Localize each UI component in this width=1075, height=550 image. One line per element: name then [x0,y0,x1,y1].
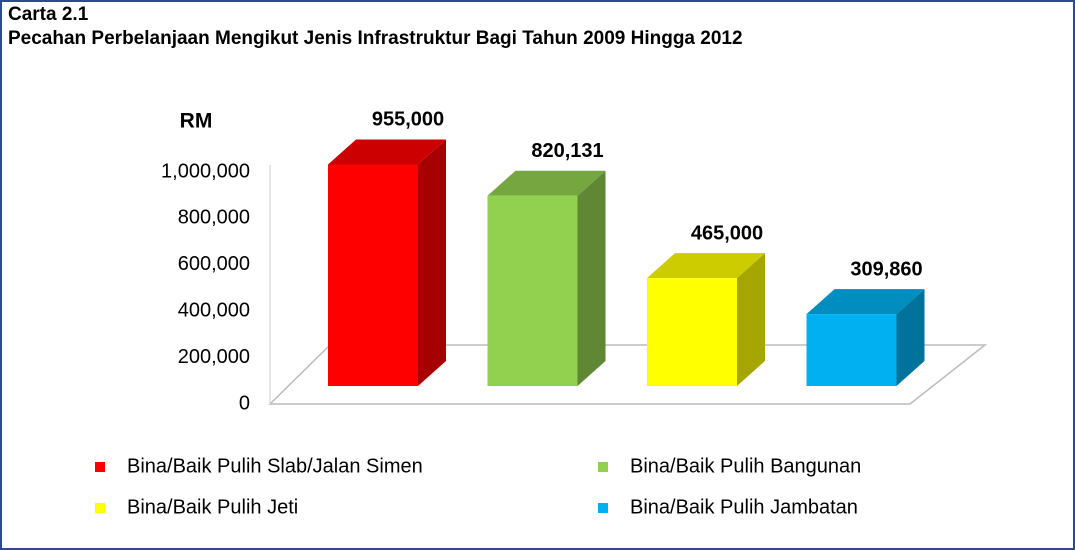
bar-side [896,289,925,386]
bar-top [806,289,925,315]
value-label: 820,131 [531,140,603,162]
value-label: 955,000 [372,109,444,131]
floor [268,344,988,405]
bar-top [487,170,606,196]
value-label: 465,000 [691,222,763,244]
legend-swatch [95,503,105,513]
y-tick-label: 1,000,000 [161,160,250,182]
bar [806,314,897,386]
legend-label: Bina/Baik Pulih Slab/Jalan Simen [127,455,423,477]
legend-swatch [95,462,105,472]
legend-swatch [598,462,608,472]
y-tick-label: 200,000 [178,346,250,368]
y-tick-label: 0 [239,392,250,414]
bar-side [418,139,446,386]
bar [328,164,418,386]
y-axis-label: RM [180,110,213,133]
bar [487,195,578,386]
bar-top [328,139,446,165]
chart-title: Carta 2.1 [8,4,89,25]
legend-swatch [598,503,608,513]
bar-side [577,170,606,386]
bar-side [737,253,765,386]
y-tick-label: 800,000 [178,207,250,229]
value-label: 309,860 [850,258,922,280]
y-tick-label: 600,000 [178,253,250,275]
y-tick-label: 400,000 [178,299,250,321]
legend-label: Bina/Baik Pulih Jambatan [630,496,858,518]
legend-label: Bina/Baik Pulih Jeti [127,496,298,518]
legend-label: Bina/Baik Pulih Bangunan [630,455,861,477]
bar [647,278,737,386]
bar-top [647,253,765,279]
chart-subtitle: Pecahan Perbelanjaan Mengikut Jenis Infr… [8,28,743,49]
